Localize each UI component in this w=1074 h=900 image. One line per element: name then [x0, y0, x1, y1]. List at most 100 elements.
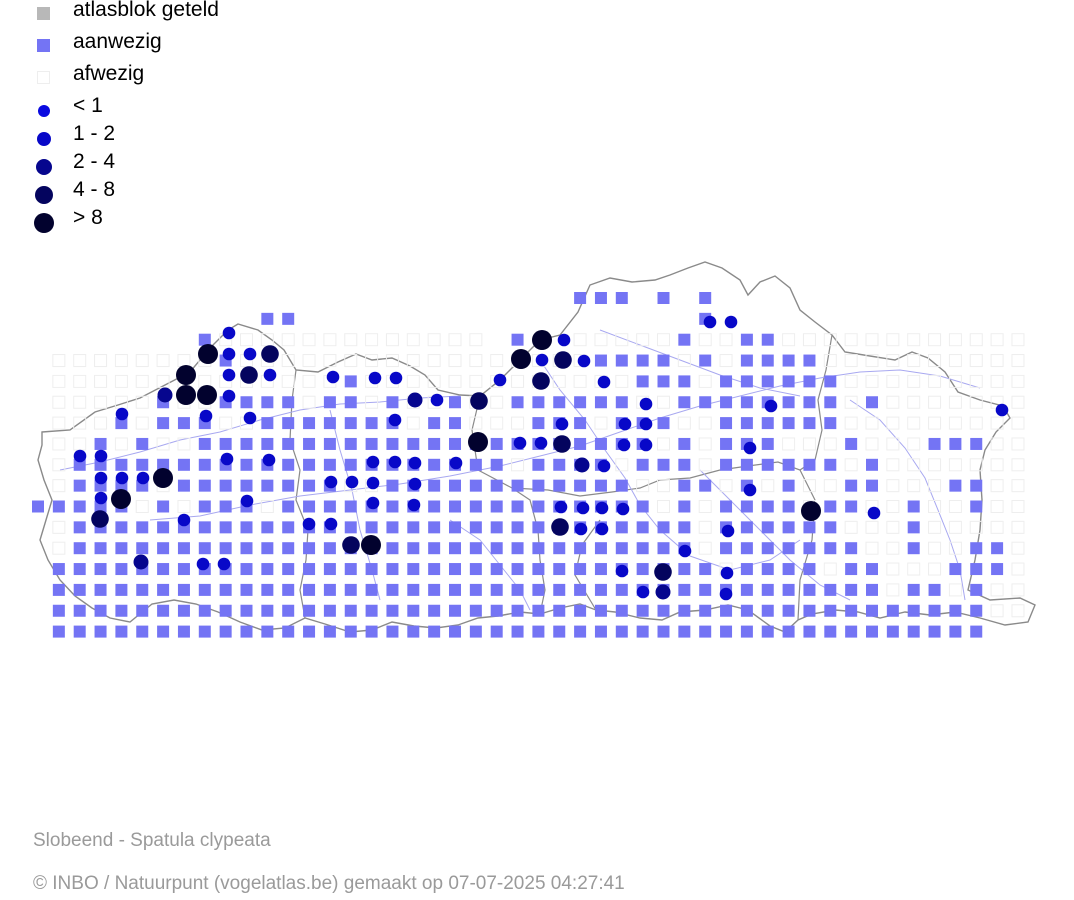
- present-cell: [261, 625, 274, 638]
- present-cell: [740, 625, 753, 638]
- present-cell: [94, 563, 107, 576]
- count-dot: [574, 522, 588, 536]
- absent-cell: [73, 354, 87, 368]
- absent-cell: [52, 479, 66, 493]
- absent-cell: [886, 458, 900, 472]
- present-cell: [428, 417, 441, 430]
- present-cell: [761, 583, 774, 596]
- present-cell: [699, 563, 712, 576]
- present-cell: [907, 583, 920, 596]
- absent-cell: [615, 374, 629, 388]
- count-dot: [554, 500, 568, 514]
- absent-cell: [1011, 520, 1025, 534]
- legend-symbol-lt1: [38, 105, 50, 117]
- present-cell: [449, 625, 461, 638]
- present-cell: [407, 563, 420, 576]
- present-cell: [428, 604, 441, 617]
- present-cell: [678, 563, 691, 576]
- absent-cell: [844, 458, 858, 472]
- present-cell: [803, 625, 816, 638]
- absent-cell: [719, 479, 733, 493]
- present-cell: [803, 563, 816, 576]
- legend-symbol-present: [37, 39, 50, 52]
- present-cell: [240, 625, 253, 638]
- present-cell: [949, 563, 962, 576]
- present-cell: [866, 625, 878, 638]
- present-cell: [282, 458, 295, 471]
- present-cell: [344, 604, 357, 617]
- present-cell: [511, 479, 524, 492]
- present-cell: [803, 458, 816, 471]
- absent-cell: [1011, 458, 1025, 472]
- count-dot: [995, 403, 1009, 417]
- present-cell: [803, 375, 816, 388]
- present-cell: [261, 312, 274, 325]
- present-cell: [52, 563, 65, 576]
- present-cell: [157, 583, 170, 596]
- present-cell: [615, 479, 628, 492]
- absent-cell: [385, 333, 399, 347]
- present-cell: [594, 354, 607, 367]
- present-cell: [949, 625, 962, 638]
- present-cell: [94, 458, 107, 471]
- present-cell: [344, 375, 357, 388]
- present-cell: [407, 583, 420, 596]
- present-cell: [782, 500, 795, 513]
- present-cell: [240, 604, 253, 617]
- present-cell: [282, 625, 295, 638]
- present-cell: [574, 417, 587, 430]
- present-cell: [657, 354, 670, 367]
- present-cell: [574, 625, 587, 638]
- absent-cell: [406, 374, 420, 388]
- legend-symbol-4-8: [35, 186, 53, 204]
- absent-cell: [52, 354, 66, 368]
- count-dot: [720, 566, 734, 580]
- present-cell: [73, 625, 86, 638]
- count-dot: [574, 457, 590, 473]
- present-cell: [657, 458, 670, 471]
- present-cell: [553, 458, 566, 471]
- count-dot: [654, 563, 672, 581]
- present-cell: [970, 583, 983, 596]
- present-cell: [157, 563, 170, 576]
- present-cell: [949, 479, 962, 492]
- present-cell: [344, 458, 357, 471]
- present-cell: [657, 542, 670, 555]
- count-dot: [94, 471, 108, 485]
- present-cell: [282, 479, 295, 492]
- absent-cell: [135, 395, 149, 409]
- absent-cell: [1011, 333, 1025, 347]
- present-cell: [699, 354, 712, 367]
- absent-cell: [302, 333, 316, 347]
- count-dot: [243, 347, 257, 361]
- present-cell: [782, 604, 795, 617]
- present-cell: [136, 521, 149, 534]
- present-cell: [782, 479, 795, 492]
- absent-cell: [344, 333, 358, 347]
- absent-cell: [990, 500, 1004, 513]
- present-cell: [198, 479, 211, 492]
- present-cell: [490, 563, 503, 576]
- count-dot: [449, 456, 463, 470]
- absent-cell: [886, 374, 900, 388]
- absent-cell: [948, 583, 962, 597]
- absent-cell: [907, 333, 921, 347]
- present-cell: [886, 625, 899, 638]
- present-cell: [907, 542, 920, 555]
- absent-cell: [886, 333, 900, 347]
- present-cell: [428, 521, 441, 534]
- present-cell: [323, 625, 336, 638]
- present-cell: [553, 625, 566, 638]
- present-cell: [928, 583, 941, 596]
- present-cell: [428, 500, 441, 513]
- present-cell: [157, 604, 170, 617]
- present-cell: [94, 625, 107, 638]
- present-cell: [678, 604, 691, 617]
- count-dot: [617, 438, 631, 452]
- present-cell: [699, 292, 712, 304]
- absent-cell: [990, 583, 1004, 597]
- count-dot: [366, 476, 380, 490]
- present-cell: [970, 479, 983, 492]
- absent-cell: [698, 458, 712, 472]
- absent-cell: [448, 333, 462, 347]
